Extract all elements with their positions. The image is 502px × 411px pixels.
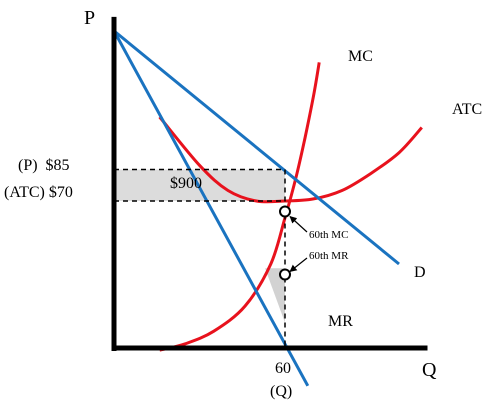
mc-point-label: 60th MC [309, 229, 348, 241]
dash-layer [114, 168, 286, 348]
curve-layer [112, 29, 423, 387]
shade-layer [114, 169, 285, 323]
mr-point-marker [279, 268, 291, 281]
point-layer [279, 205, 308, 281]
atc-curve-label: ATC [452, 101, 482, 118]
demand-curve-label: D [414, 264, 426, 281]
mr-curve [112, 30, 310, 387]
mc-point-marker [279, 205, 291, 218]
mr-curve-label: MR [328, 313, 353, 330]
y-axis-label: P [84, 7, 95, 29]
mr-point-label: 60th MR [309, 250, 349, 262]
demand-curve [113, 29, 400, 266]
deadweight-area [265, 268, 285, 323]
price-label: (P) $85 [18, 157, 70, 174]
x-tick-sublabel: (Q) [270, 383, 292, 400]
atc-label: (ATC) $70 [4, 184, 73, 201]
mc-curve [159, 62, 321, 352]
x-axis-label: Q [422, 359, 437, 381]
atc-curve [158, 116, 423, 204]
x-tick-label: 60 [275, 360, 291, 377]
profit-label: $900 [170, 175, 202, 192]
mr-point-arrow [289, 257, 308, 272]
axis-layer [111, 16, 428, 351]
mc-point-arrow [289, 216, 308, 233]
mc-curve-label: MC [348, 48, 373, 65]
